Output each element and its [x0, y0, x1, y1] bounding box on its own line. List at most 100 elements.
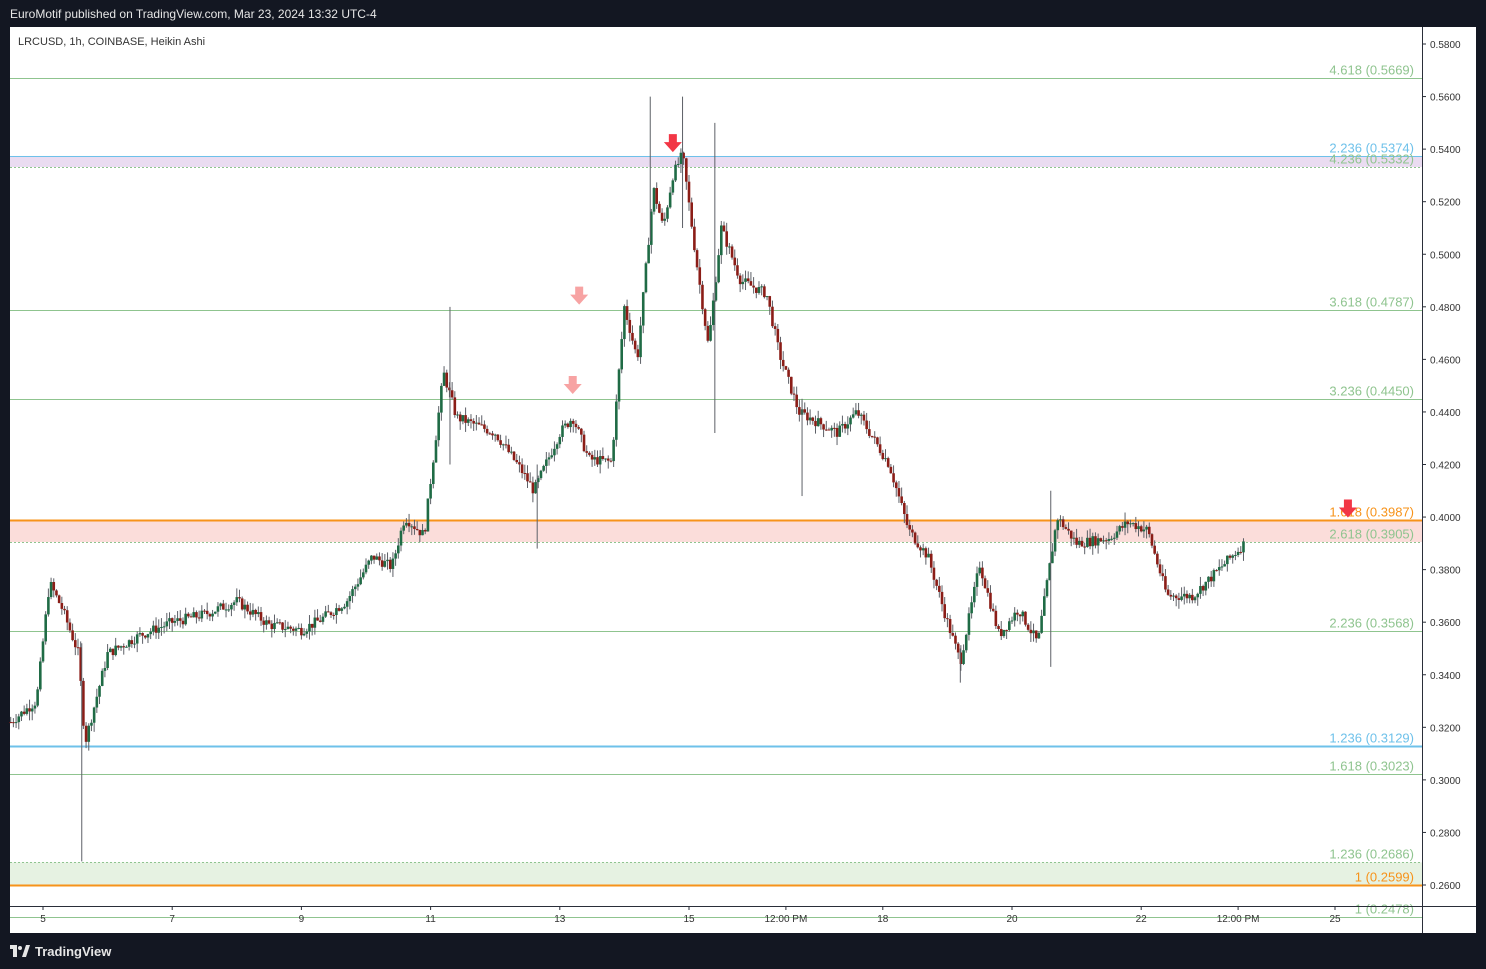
candle-body	[259, 612, 263, 621]
candle-body	[1040, 615, 1043, 633]
candle-body	[235, 597, 239, 603]
time-tick-label: 13	[554, 914, 566, 925]
candle-body	[744, 278, 747, 282]
price-tick-label: 0.3200	[1430, 723, 1461, 734]
candle-body	[1153, 545, 1156, 554]
candle-body	[685, 158, 688, 182]
candle-body	[445, 372, 449, 388]
candle-body	[598, 456, 602, 465]
time-axis[interactable]: 5 7 9 11 13 15 12:00 PM 18 20 22 12:00 PM 25	[40, 906, 1341, 925]
candle-body	[1034, 630, 1038, 639]
candle-body	[868, 429, 871, 436]
candle-body	[824, 429, 828, 431]
down-arrow-marker-1[interactable]	[570, 286, 589, 305]
candle-body	[426, 498, 430, 532]
candle-body	[676, 163, 680, 165]
candle-body	[550, 455, 554, 458]
time-tick-label: 15	[683, 914, 695, 925]
candle-body	[138, 633, 142, 635]
candle-body	[1226, 555, 1229, 565]
candle-body	[593, 457, 597, 460]
candle-body	[784, 366, 788, 370]
candle-body	[881, 452, 885, 460]
candle-body	[318, 620, 322, 622]
candle-body	[1188, 594, 1191, 599]
candle-body	[728, 246, 731, 248]
candle-body	[278, 622, 282, 624]
candle-body	[458, 414, 462, 422]
fib-level-label-9: 1.618 (0.3023)	[1329, 759, 1414, 774]
candle-body	[1145, 526, 1148, 530]
candle-body	[571, 420, 575, 424]
candle-body	[117, 645, 120, 648]
candle-body	[997, 626, 1000, 629]
candle-body	[536, 478, 540, 483]
candle-body	[512, 451, 516, 460]
price-axis[interactable]: 0.5800 0.5600 0.5400 0.5200 0.5000 0.4800 0.46…	[1422, 40, 1461, 892]
candle-body	[806, 412, 809, 421]
candle-body	[98, 685, 101, 697]
candle-body	[87, 725, 91, 742]
candle-body	[808, 417, 812, 421]
candle-body	[671, 180, 675, 193]
fib-level-label-2: 4.236 (0.5332)	[1329, 152, 1414, 167]
candle-body	[238, 597, 241, 599]
candle-body	[1037, 632, 1041, 639]
candle-body	[1126, 521, 1130, 525]
candle-body	[763, 286, 766, 298]
candle-body	[1118, 526, 1121, 532]
candle-body	[367, 560, 370, 565]
candle-body	[453, 397, 457, 416]
candle-body	[28, 708, 31, 712]
time-tick-label: 12:00 PM	[764, 914, 807, 925]
candle-body	[935, 579, 938, 586]
candle-body	[561, 425, 564, 437]
candle-body	[480, 424, 484, 426]
candle-body	[1134, 523, 1138, 530]
candle-body	[1201, 586, 1205, 591]
candle-body	[127, 640, 131, 647]
candle-body	[822, 424, 825, 430]
candle-body	[192, 612, 196, 618]
candle-body	[211, 613, 214, 617]
candle-body	[652, 188, 656, 212]
candle-body	[1008, 621, 1011, 630]
candle-body	[383, 561, 387, 567]
candle-body	[959, 652, 963, 664]
candle-body	[205, 610, 209, 615]
candle-body	[351, 589, 354, 596]
down-arrow-marker-0[interactable]	[563, 375, 582, 394]
candle-body	[1191, 594, 1194, 601]
candle-body	[251, 609, 255, 615]
tradingview-brand[interactable]: TradingView	[10, 942, 111, 960]
candle-body	[82, 680, 85, 726]
candle-body	[932, 567, 936, 580]
candle-body	[1096, 538, 1100, 546]
candle-body	[294, 628, 298, 631]
candle-body	[1002, 629, 1006, 637]
candle-body	[978, 567, 981, 574]
candle-body	[388, 559, 392, 569]
candle-body	[663, 218, 667, 221]
candle-body	[1086, 537, 1089, 547]
price-tick-label: 0.4000	[1430, 513, 1461, 524]
candle-body	[1018, 614, 1022, 617]
candle-body	[329, 612, 333, 615]
candle-body	[526, 473, 529, 482]
down-arrow-marker-3[interactable]	[1338, 499, 1357, 518]
candle-body	[1091, 536, 1095, 547]
candle-body	[768, 296, 772, 307]
candle-body	[679, 152, 683, 164]
down-arrow-marker-2[interactable]	[663, 134, 682, 153]
tradingview-logo-icon	[10, 945, 30, 957]
candle-body	[52, 582, 56, 591]
candle-body	[364, 564, 368, 573]
candle-body	[461, 415, 465, 422]
candle-body	[1212, 570, 1216, 582]
candle-body	[967, 613, 971, 635]
candle-body	[625, 306, 629, 320]
candle-body	[219, 603, 222, 607]
candle-body	[921, 548, 925, 551]
candle-body	[709, 325, 712, 341]
